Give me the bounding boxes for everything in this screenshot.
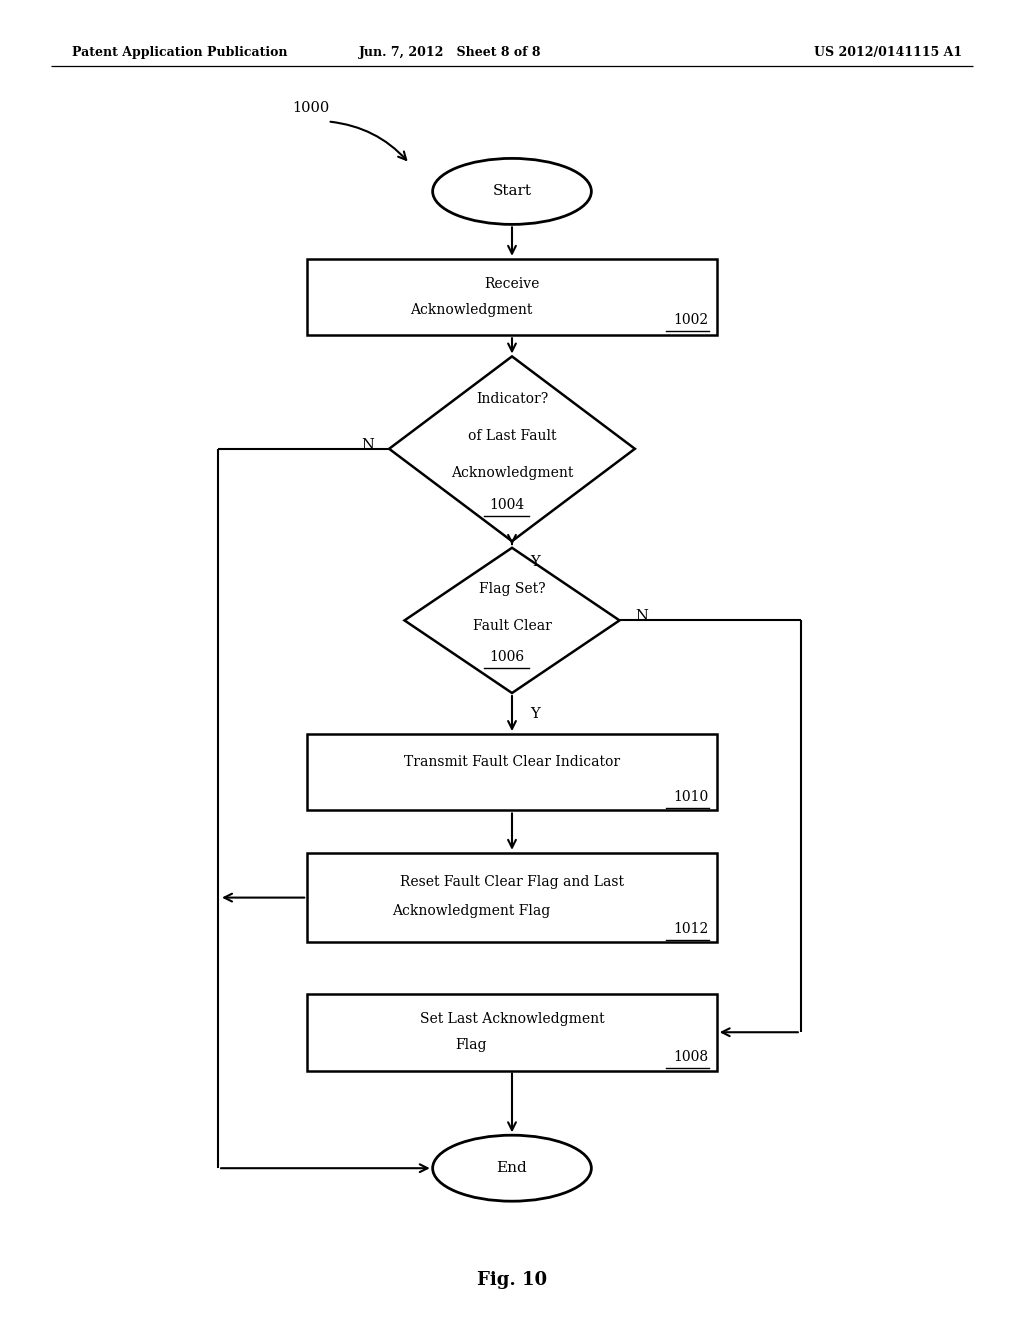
Text: End: End	[497, 1162, 527, 1175]
Text: Set Last Acknowledgment: Set Last Acknowledgment	[420, 1012, 604, 1026]
Text: N: N	[360, 438, 374, 451]
Text: 1008: 1008	[674, 1049, 709, 1064]
Text: Flag Set?: Flag Set?	[478, 582, 546, 595]
Text: Y: Y	[530, 708, 541, 721]
Text: Jun. 7, 2012   Sheet 8 of 8: Jun. 7, 2012 Sheet 8 of 8	[359, 46, 542, 59]
Text: Acknowledgment: Acknowledgment	[451, 466, 573, 479]
Text: 1000: 1000	[292, 102, 329, 115]
Text: Fault Clear: Fault Clear	[472, 619, 552, 632]
Text: Indicator?: Indicator?	[476, 392, 548, 405]
Bar	[307, 853, 717, 942]
Text: 1012: 1012	[674, 921, 709, 936]
Bar	[307, 734, 717, 810]
Text: Start: Start	[493, 185, 531, 198]
Text: Fig. 10: Fig. 10	[477, 1271, 547, 1290]
Text: Y: Y	[530, 556, 541, 569]
Text: Patent Application Publication: Patent Application Publication	[72, 46, 287, 59]
Text: 1004: 1004	[489, 498, 524, 512]
Text: 1006: 1006	[489, 649, 524, 664]
Text: 1010: 1010	[674, 789, 709, 804]
Text: Receive: Receive	[484, 277, 540, 290]
Bar	[307, 259, 717, 335]
Text: Acknowledgment: Acknowledgment	[410, 304, 532, 317]
Text: of Last Fault: of Last Fault	[468, 429, 556, 442]
Text: N: N	[635, 610, 648, 623]
Text: Reset Fault Clear Flag and Last: Reset Fault Clear Flag and Last	[400, 875, 624, 888]
Text: Acknowledgment Flag: Acknowledgment Flag	[392, 904, 550, 917]
Text: Flag: Flag	[456, 1039, 486, 1052]
Text: US 2012/0141115 A1: US 2012/0141115 A1	[814, 46, 963, 59]
Text: 1002: 1002	[674, 313, 709, 327]
Bar	[307, 994, 717, 1071]
Text: Transmit Fault Clear Indicator: Transmit Fault Clear Indicator	[403, 755, 621, 768]
